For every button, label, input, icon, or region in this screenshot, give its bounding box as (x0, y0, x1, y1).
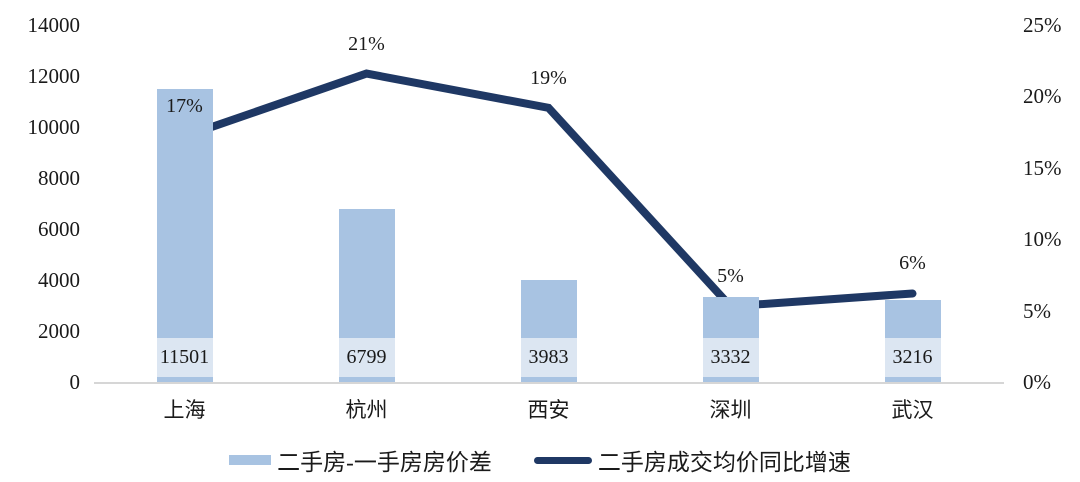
left-axis-tick: 8000 (38, 166, 80, 190)
left-axis-tick: 14000 (27, 13, 81, 37)
left-axis-tick: 10000 (27, 115, 81, 139)
right-axis-tick: 20% (1023, 84, 1062, 109)
legend-bar-label: 二手房-一手房房价差 (277, 450, 492, 475)
right-axis: 25% 20% 15% 10% 5% 0% (1023, 0, 1080, 482)
left-axis-tick: 2000 (38, 319, 80, 343)
x-axis-line (93, 381, 1004, 384)
category-label: 杭州 (345, 398, 388, 422)
line-point-label: 17% (166, 95, 203, 118)
line-point-label: 5% (717, 265, 744, 288)
right-axis-tick: 15% (1023, 155, 1062, 180)
left-axis: 14000 12000 10000 8000 6000 4000 2000 0 (0, 0, 81, 482)
line-point-label: 19% (530, 66, 567, 89)
bar-value-label: 11501 (156, 338, 213, 377)
category-label: 上海 (163, 398, 206, 422)
legend: 二手房-一手房房价差 二手房成交均价同比增速 (0, 442, 1080, 478)
left-axis-tick: 6000 (38, 217, 80, 241)
left-axis-tick: 0 (69, 370, 81, 394)
line-point-label: 21% (348, 32, 385, 55)
left-axis-tick: 12000 (27, 64, 81, 88)
right-axis-tick: 10% (1023, 227, 1062, 252)
category-label: 武汉 (891, 398, 934, 422)
legend-line-label: 二手房成交均价同比增速 (597, 450, 851, 475)
legend-item-line-series: 二手房成交均价同比增速 (533, 443, 851, 477)
bar-value-label: 3216 (884, 338, 941, 377)
bar-value-label: 6799 (338, 338, 395, 377)
bar-value-label: 3332 (702, 338, 759, 377)
legend-line-swatch-icon (533, 456, 592, 464)
right-axis-tick: 25% (1023, 13, 1062, 37)
category-label: 深圳 (709, 398, 752, 422)
category-label: 西安 (527, 398, 570, 422)
legend-item-bar-series: 二手房-一手房房价差 (229, 443, 492, 477)
legend-bar-swatch-icon (229, 455, 272, 465)
bar (156, 88, 213, 382)
right-axis-tick: 0% (1023, 370, 1051, 394)
bar-value-label: 3983 (520, 338, 577, 377)
line-point-label: 6% (899, 252, 926, 275)
right-axis-tick: 5% (1023, 298, 1051, 323)
left-axis-tick: 4000 (38, 268, 80, 292)
